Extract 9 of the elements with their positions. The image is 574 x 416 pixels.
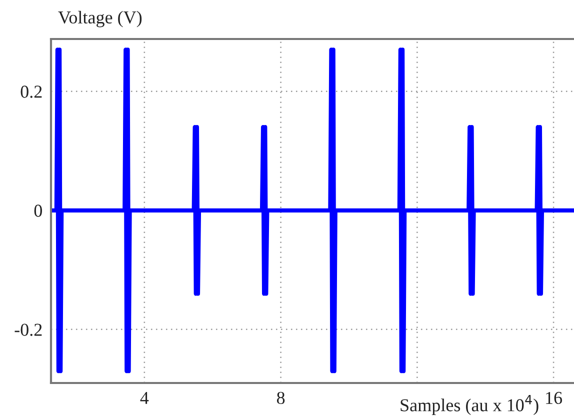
y-axis-title: Voltage (V)	[58, 10, 142, 28]
y-tick-label: 0	[34, 204, 42, 217]
x-tick-label: 4	[140, 392, 149, 404]
y-tick-label: 0.2	[20, 86, 42, 98]
x-axis-title: Samples (au x 10$^{4}$)	[400, 395, 538, 416]
x-tick-label: 16	[546, 392, 562, 404]
x-tick-label: 8	[276, 392, 285, 404]
line-series	[51, 48, 574, 374]
y-tick-label: -0.2	[14, 324, 42, 336]
